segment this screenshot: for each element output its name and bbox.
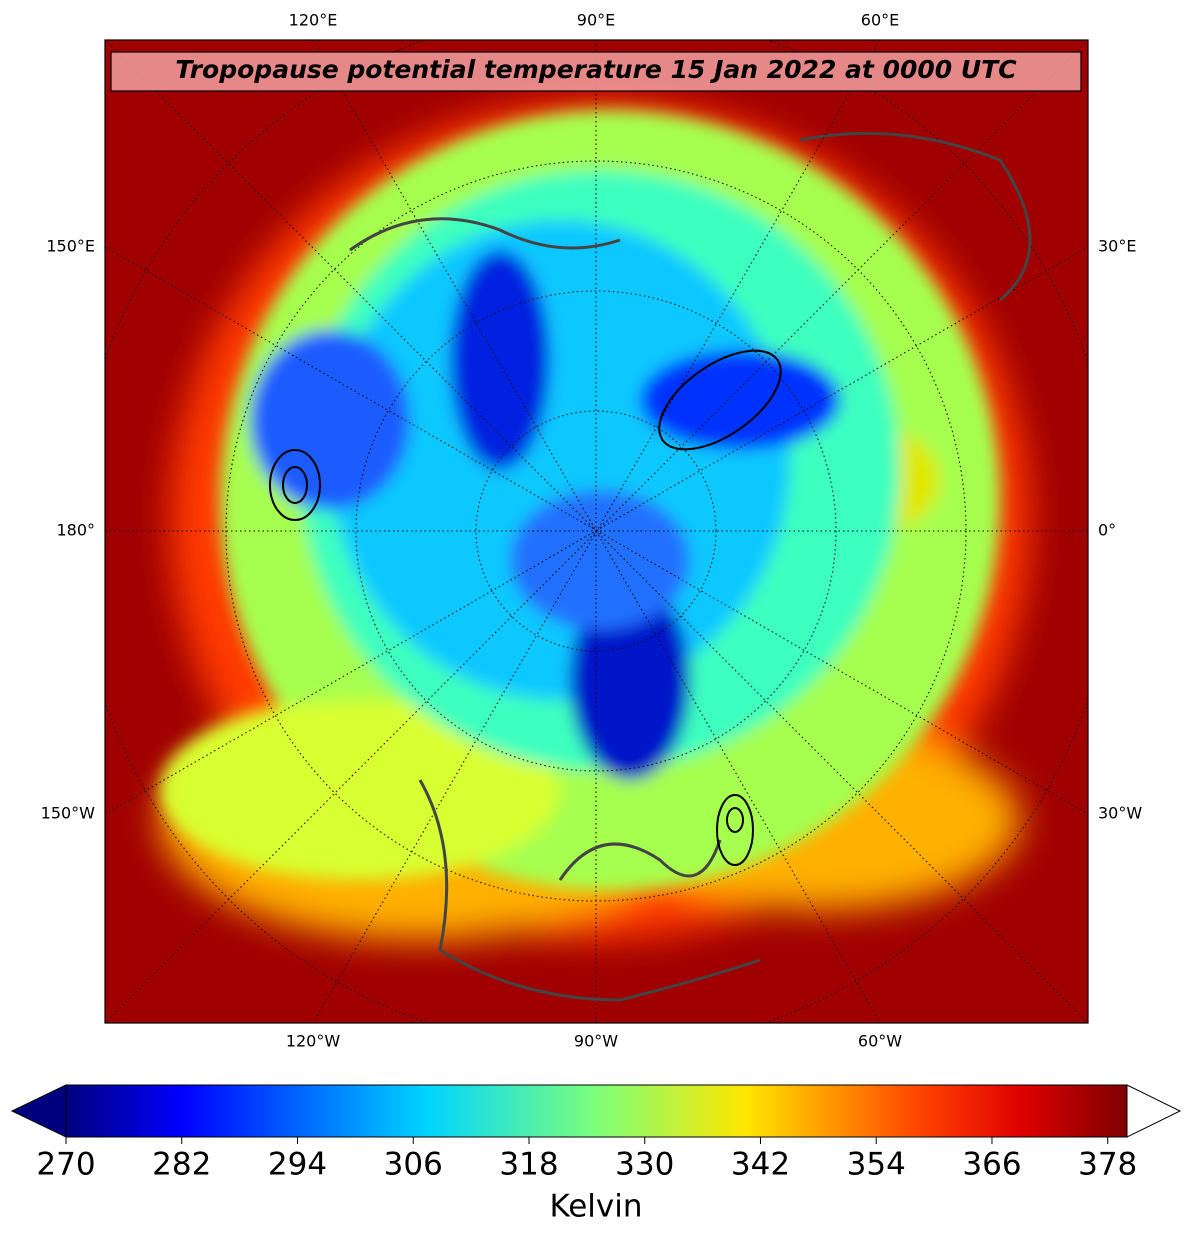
longitude-label: 150°E xyxy=(46,237,95,256)
colorbar-tick-label: 330 xyxy=(615,1147,674,1183)
colorbar-frame xyxy=(65,1084,1128,1138)
colorbar-ticks: 270 282 294 306 318 330 342 354 366 378 xyxy=(36,1137,1137,1183)
longitude-label: 120°W xyxy=(286,1032,341,1051)
longitude-label: 90°E xyxy=(577,11,615,30)
title-box xyxy=(110,51,1082,92)
colorbar-label: Kelvin xyxy=(549,1189,642,1225)
longitude-label: 180° xyxy=(56,521,95,540)
map-title: Tropopause potential temperature 15 Jan … xyxy=(175,55,1017,84)
colorbar-tick-label: 318 xyxy=(499,1147,558,1183)
colorbar-tick-label: 342 xyxy=(731,1147,790,1183)
colorbar-tick-label: 378 xyxy=(1078,1147,1137,1183)
longitude-label: 30°E xyxy=(1098,237,1136,256)
longitude-label: 150°W xyxy=(41,804,96,823)
colorbar-tick-label: 282 xyxy=(152,1147,211,1183)
longitude-label: 0° xyxy=(1098,521,1116,540)
colorbar xyxy=(66,1085,1127,1137)
colorbar-extend-high xyxy=(1126,1084,1182,1138)
colorbar-tick-label: 366 xyxy=(962,1147,1021,1183)
map-field xyxy=(105,40,1088,1023)
longitude-label: 30°W xyxy=(1098,804,1142,823)
map-frame xyxy=(104,39,1089,1024)
colorbar-tick-label: 294 xyxy=(268,1147,327,1183)
colorbar-tick-label: 270 xyxy=(36,1147,95,1183)
longitude-label: 60°W xyxy=(858,1032,902,1051)
longitude-label: 90°W xyxy=(574,1032,618,1051)
longitude-labels: 120°E 90°E 60°E 120°W 90°W 60°W 150°E 180° 150°W… xyxy=(41,11,1143,1051)
colorbar-extend-low xyxy=(10,1084,67,1138)
longitude-label: 120°E xyxy=(289,11,338,30)
longitude-label: 60°E xyxy=(861,11,899,30)
colorbar-tick-label: 354 xyxy=(847,1147,906,1183)
colorbar-tick-label: 306 xyxy=(384,1147,443,1183)
